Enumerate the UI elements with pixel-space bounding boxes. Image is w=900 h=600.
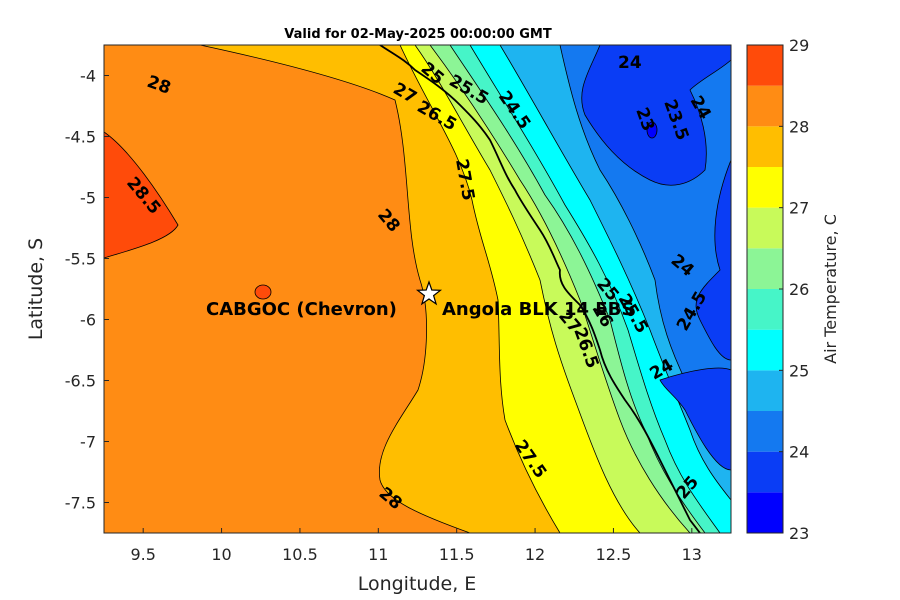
cold-spot bbox=[646, 121, 658, 139]
colorbar-swatch bbox=[747, 167, 783, 208]
site-label-right: Angola BLK 14 EBS bbox=[442, 299, 634, 320]
y-tick-label: -4.5 bbox=[65, 128, 96, 147]
colorbar-label: Air Temperature, C bbox=[821, 214, 840, 364]
site-label-left: CABGOC (Chevron) bbox=[206, 299, 397, 320]
colorbar-swatch bbox=[747, 370, 783, 411]
band-28p5 bbox=[104, 131, 179, 259]
y-tick-label: -6 bbox=[80, 311, 96, 330]
y-tick-label: -5.5 bbox=[65, 250, 96, 269]
colorbar-tick-label: 27 bbox=[789, 199, 809, 218]
colorbar-tick-label: 23 bbox=[789, 524, 809, 543]
star-icon bbox=[415, 280, 443, 306]
y-tick-label: -5 bbox=[80, 189, 96, 208]
coastline bbox=[379, 45, 701, 533]
colorbar-swatch bbox=[747, 329, 783, 371]
colorbar: 29 28 27 26 25 24 23 Air Temperature, C bbox=[746, 36, 840, 543]
map-plot-area: 28 28.5 28 28 27.5 27.5 25 27 26.5 25.5 … bbox=[103, 44, 732, 534]
colorbar-tick-label: 25 bbox=[789, 361, 809, 380]
colorbar-swatches bbox=[747, 45, 783, 533]
colorbar-tick-label: 28 bbox=[789, 117, 809, 136]
x-tick-label: 12.5 bbox=[596, 545, 632, 564]
site-marker: CABGOC (Chevron) Angola BLK 14 EBS bbox=[206, 280, 634, 320]
colorbar-tick-label: 24 bbox=[789, 443, 809, 462]
colorbar-tick-label: 29 bbox=[789, 36, 809, 55]
band-23p5 bbox=[581, 45, 731, 186]
colorbar-swatch bbox=[747, 207, 783, 249]
x-tick-label: 11.5 bbox=[439, 545, 475, 564]
band-23p5-east bbox=[695, 159, 731, 361]
x-axis-label: Longitude, E bbox=[358, 573, 477, 595]
warm-spot bbox=[254, 284, 272, 300]
colorbar-swatch bbox=[747, 411, 783, 452]
chart-title: Valid for 02-May-2025 00:00:00 GMT bbox=[284, 27, 552, 42]
band-28-plus bbox=[104, 45, 471, 533]
band-23p5-south bbox=[659, 367, 731, 471]
x-tick-label: 11 bbox=[368, 545, 388, 564]
y-tick-label: -6.5 bbox=[65, 372, 96, 391]
y-axis: -4 -4.5 -5 -5.5 -6 -6.5 -7 -7.5 Latitude, S bbox=[25, 67, 109, 513]
y-tick-label: -7 bbox=[80, 433, 96, 452]
y-tick-group: -4 -4.5 -5 -5.5 -6 -6.5 -7 -7.5 bbox=[65, 67, 109, 513]
y-tick-label: -4 bbox=[80, 67, 96, 86]
colorbar-swatch bbox=[747, 85, 783, 127]
x-tick-group: 9.5 10 10.5 11 11.5 12 12.5 13 bbox=[130, 528, 702, 564]
colorbar-ticks: 29 28 27 26 25 24 23 bbox=[779, 36, 809, 543]
colorbar-swatch bbox=[747, 492, 783, 533]
colorbar-swatch bbox=[747, 126, 783, 167]
x-tick-label: 10.5 bbox=[282, 545, 318, 564]
x-tick-label: 10 bbox=[211, 545, 231, 564]
contour-label: 24 bbox=[618, 53, 642, 73]
colorbar-tick-label: 26 bbox=[789, 280, 809, 299]
x-axis: 9.5 10 10.5 11 11.5 12 12.5 13 Longitude, E bbox=[130, 528, 702, 595]
colorbar-swatch bbox=[747, 451, 783, 493]
x-tick-label: 9.5 bbox=[130, 545, 155, 564]
x-tick-label: 13 bbox=[682, 545, 702, 564]
temperature-contour-fill bbox=[104, 45, 731, 533]
colorbar-swatch bbox=[747, 248, 783, 289]
x-tick-label: 12 bbox=[525, 545, 545, 564]
plot-frame bbox=[103, 44, 732, 534]
colorbar-swatch bbox=[747, 45, 783, 86]
y-tick-label: -7.5 bbox=[65, 494, 96, 513]
y-axis-label: Latitude, S bbox=[25, 238, 47, 340]
colorbar-swatch bbox=[747, 289, 783, 330]
